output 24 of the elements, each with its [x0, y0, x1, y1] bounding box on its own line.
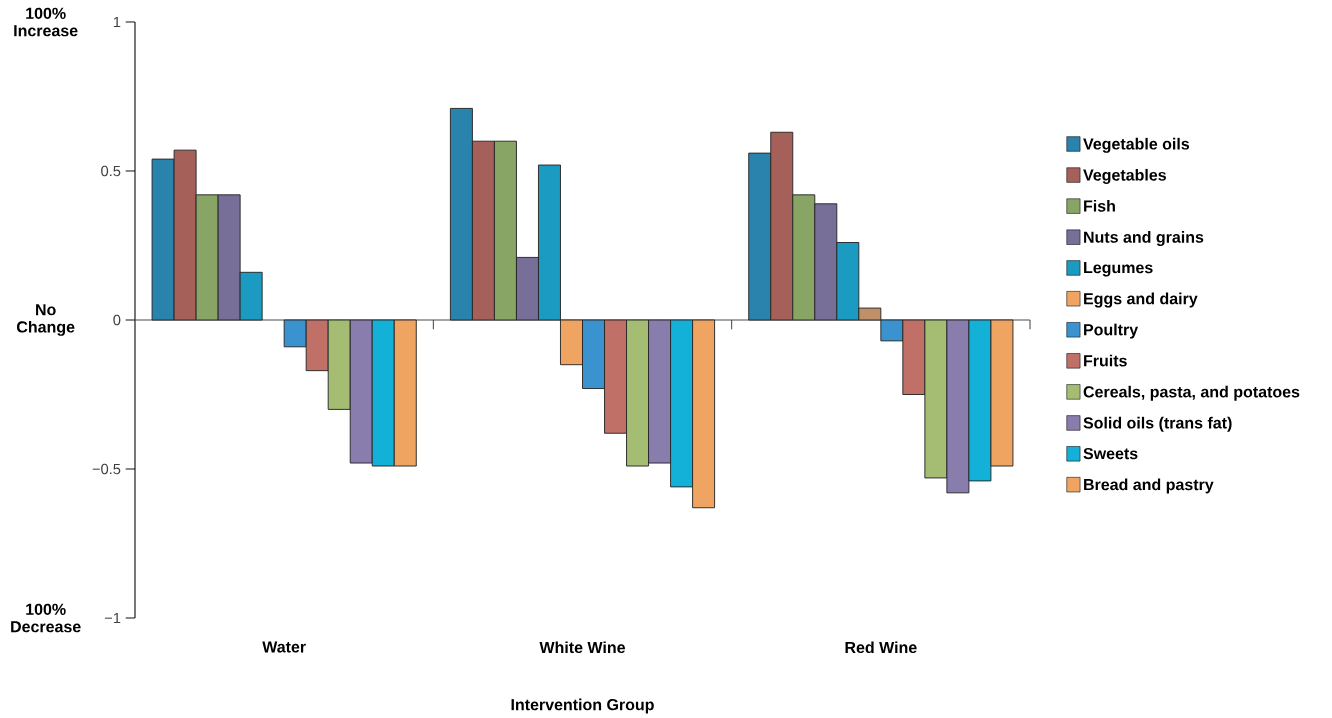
- legend-label: Poultry: [1084, 323, 1139, 339]
- y-tick-label: −1: [104, 612, 121, 624]
- legend-label: Sweets: [1083, 447, 1138, 460]
- y-tick-label: 0: [113, 314, 121, 326]
- y-tick-label: −0.5: [92, 463, 121, 475]
- legend-label: Vegetable oils: [1083, 137, 1190, 153]
- legend-label: Bread and pastry: [1084, 478, 1214, 494]
- x-tick-label: Red Wine: [845, 641, 917, 654]
- legend-label: Eggs and dairy: [1084, 292, 1198, 308]
- y-tick-label: 1: [113, 16, 121, 28]
- legend-label: Solid oils (trans fat): [1083, 416, 1232, 432]
- legend-label: Fruits: [1084, 354, 1127, 367]
- x-tick-label: Water: [262, 641, 306, 653]
- x-tick-label: White Wine: [539, 641, 626, 654]
- legend-label: Fish: [1084, 199, 1115, 212]
- x-axis-title: Intervention Group: [511, 698, 654, 714]
- text: No Change: [16, 304, 75, 336]
- legend-label: Vegetables: [1083, 168, 1166, 184]
- legend-label: Nuts and grains: [1084, 231, 1204, 247]
- text: 100% Increase: [14, 7, 78, 37]
- legend-label: Legumes: [1084, 262, 1153, 277]
- y-tick-label: 0.5: [101, 165, 121, 177]
- legend-label: Cereals, pasta, and potatoes: [1083, 385, 1300, 401]
- text: 100% Decrease: [11, 603, 81, 633]
